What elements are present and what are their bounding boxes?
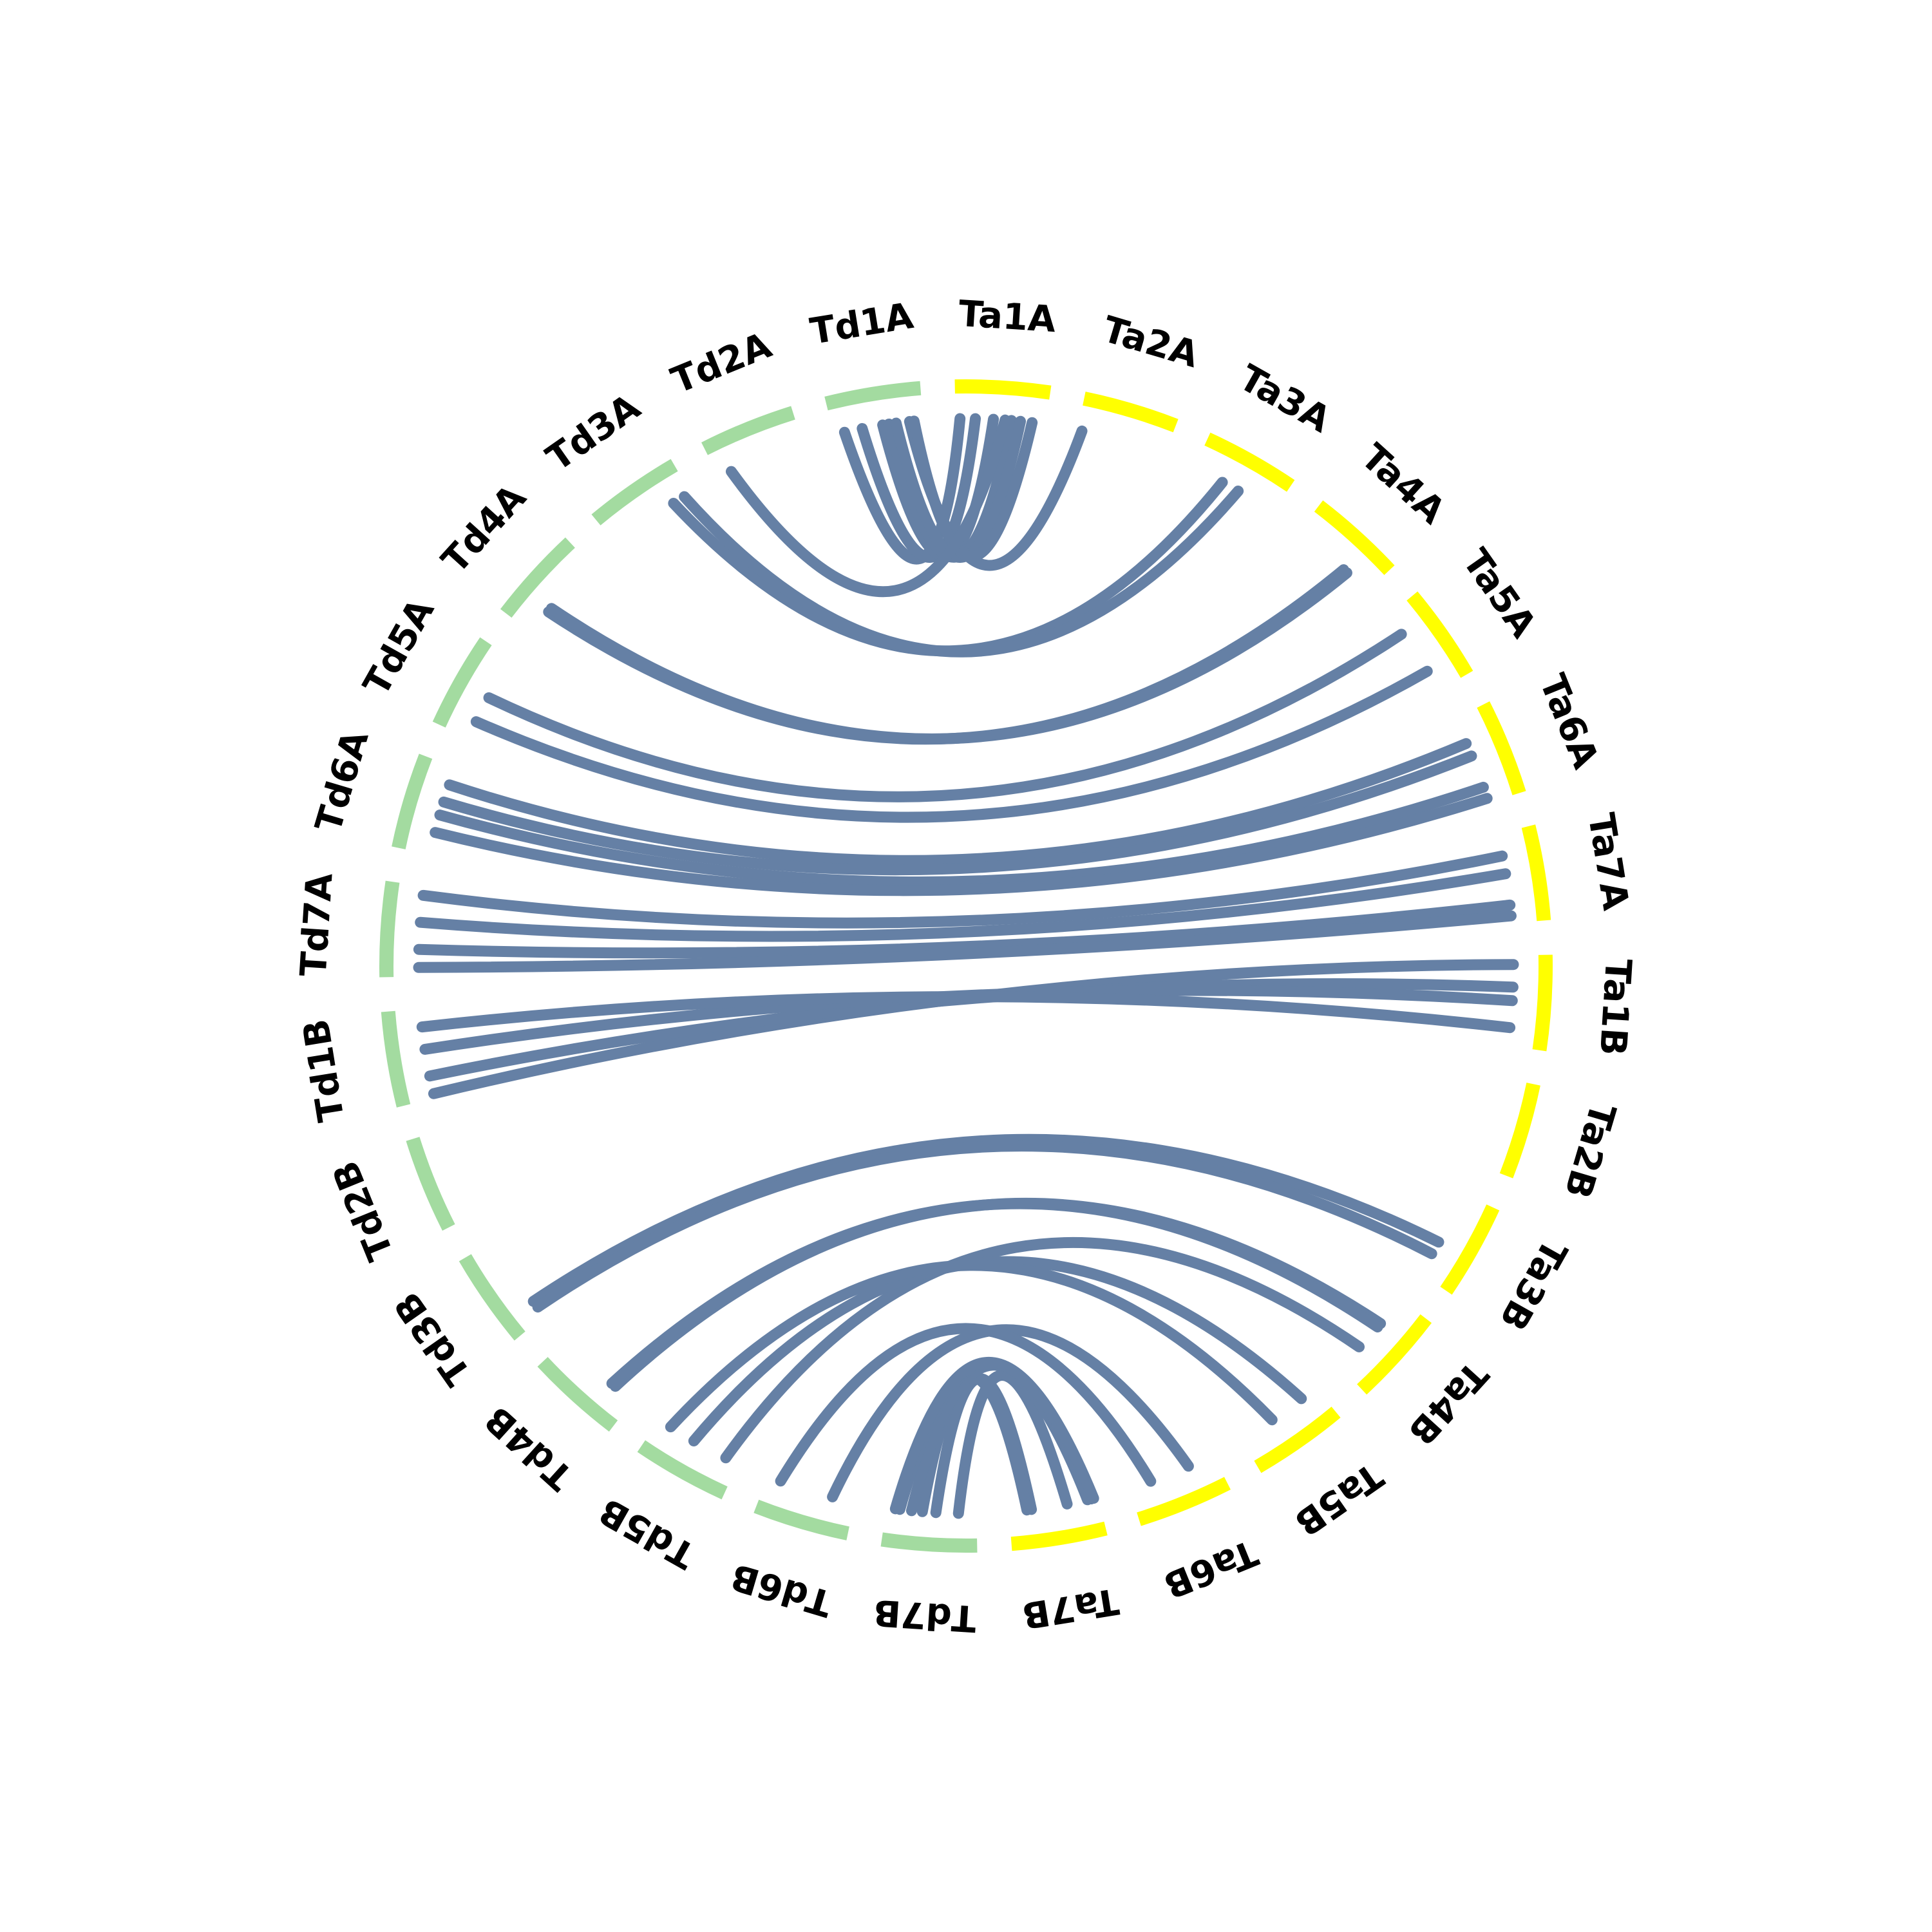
segment-Td2B <box>406 1137 455 1231</box>
link-Td2A-Ta1A-7 <box>725 414 1011 598</box>
link-Td5B-Ta4B-30 <box>720 1236 1365 1464</box>
link-Td5A-Ta5A-13 <box>470 665 1433 823</box>
link-Td6B-Ta6B-34 <box>775 1323 1157 1487</box>
segment-Td2A <box>701 406 795 455</box>
segment-Td5A <box>432 637 492 728</box>
segment-Ta3A <box>1204 432 1295 492</box>
segment-Ta6A <box>1477 701 1526 795</box>
link-Td7A-Ta7A-19 <box>415 868 1511 942</box>
segment-Td7A <box>379 880 400 978</box>
link-Td6A-Ta6A-17 <box>430 793 1493 896</box>
segment-Td3B <box>459 1254 526 1341</box>
segment-Ta4B <box>1357 1314 1432 1395</box>
segment-label-Ta1B: Ta1B <box>1591 958 1639 1057</box>
segments-layer <box>379 379 1553 1553</box>
link-Td5B-Ta5B-32 <box>665 1260 1278 1433</box>
segment-Ta2B <box>1499 1083 1540 1179</box>
link-Td4A-Ta4A-11 <box>545 567 1352 744</box>
link-Td6A-Ta6A-15 <box>438 750 1477 876</box>
segment-Td6A <box>392 753 433 849</box>
segment-Ta4A <box>1314 500 1395 575</box>
segment-Td5B <box>637 1440 728 1500</box>
link-Td3B-Ta3B-27 <box>532 1141 1437 1313</box>
link-Td1A-Ta1A-1 <box>857 413 981 563</box>
link-Td3A-Ta3A-9 <box>679 486 1244 658</box>
link-Td4B-Ta4B-29 <box>606 1198 1383 1389</box>
link-Td3B-Ta3B-26 <box>527 1133 1444 1307</box>
links-layer <box>413 413 1519 1519</box>
segment-Ta7A <box>1521 824 1551 922</box>
link-Td1A-Ta1A-6 <box>908 415 1038 562</box>
link-Td5A-Ta5A-12 <box>483 629 1407 802</box>
segment-Td4B <box>537 1357 618 1432</box>
segment-Td7B <box>880 1532 978 1553</box>
segment-Ta5B <box>1254 1406 1341 1473</box>
link-Td7A-Ta7A-20 <box>413 899 1516 959</box>
segment-Td3A <box>591 459 678 526</box>
segment-Ta2A <box>1083 392 1179 433</box>
link-Td1B-Ta1B-25 <box>416 991 1516 1034</box>
link-Td7A-Ta7A-21 <box>413 910 1517 973</box>
link-Td7B-Ta7B-40 <box>889 1356 1099 1515</box>
segment-Td6B <box>753 1499 849 1540</box>
link-Td6A-Ta6A-16 <box>434 781 1489 887</box>
segment-label-Td7B: Td7B <box>872 1591 978 1639</box>
segment-Ta6B <box>1137 1477 1231 1526</box>
link-Td6A-Ta6A-14 <box>444 738 1472 866</box>
segment-Td1A <box>824 381 922 411</box>
segment-Ta7B <box>1010 1521 1108 1551</box>
link-Td7B-Ta7B-35 <box>952 1370 1073 1519</box>
segment-Ta3B <box>1440 1204 1500 1295</box>
segment-Td1B <box>381 1010 411 1108</box>
segment-Ta5A <box>1406 591 1473 678</box>
segment-Ta1A <box>954 379 1052 400</box>
segment-Td4A <box>500 537 575 618</box>
segment-label-Ta1A: Ta1A <box>957 293 1057 341</box>
segment-label-Td7A: Td7A <box>293 871 341 978</box>
segment-Ta1B <box>1532 954 1553 1052</box>
link-Td7A-Ta7A-18 <box>417 850 1508 929</box>
